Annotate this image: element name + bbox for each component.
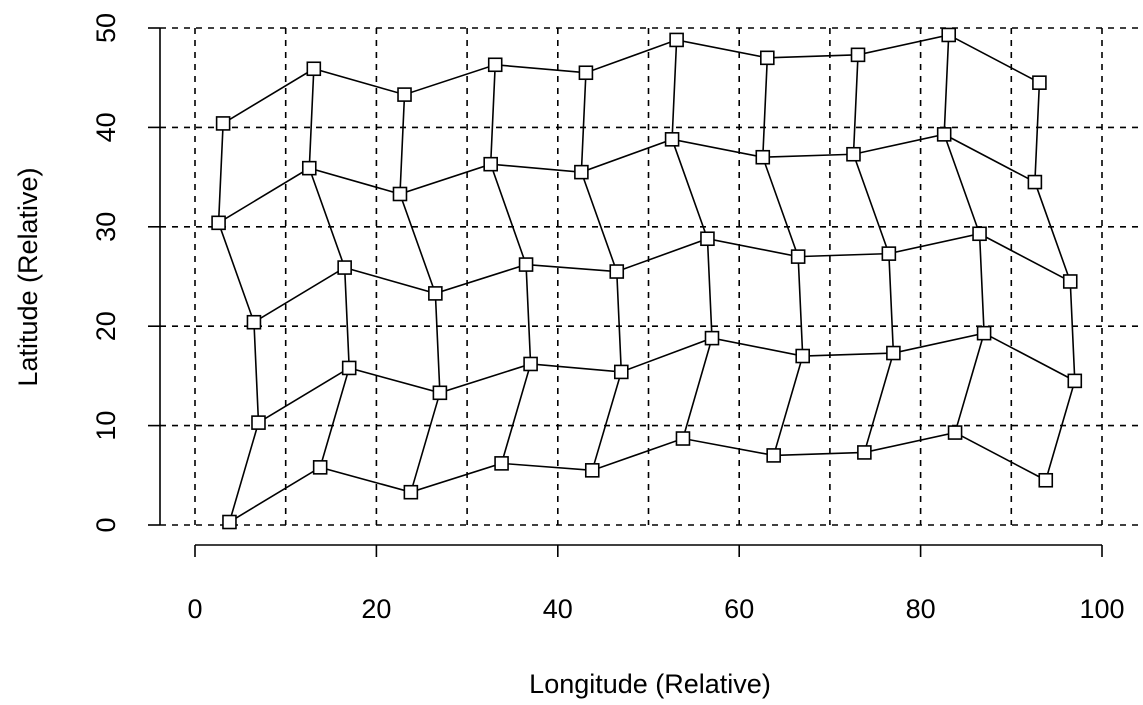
data-point-marker [584,463,600,478]
data-point-marker [246,314,262,330]
data-point-marker [403,484,419,500]
y-tick-label: 0 [91,517,121,532]
data-point-marker [487,57,503,73]
grid-lines [160,27,1143,526]
data-point-marker [700,231,715,247]
data-point-marker [766,448,781,463]
data-point-marker [1038,472,1054,488]
data-point-marker [215,116,231,131]
data-point-marker [341,360,357,376]
data-point-marker [669,32,684,48]
data-point-marker [397,87,412,102]
y-tick-label: 40 [91,112,121,142]
data-point-marker [613,364,629,380]
x-tick-label: 0 [187,594,202,624]
data-point-marker [704,330,720,346]
data-point-marker [306,61,322,77]
y-tick-label: 10 [91,411,121,441]
x-tick-label: 100 [1079,594,1124,624]
mesh-lines [217,34,1076,523]
data-point-marker [755,149,771,165]
x-axis-title: Longitude (Relative) [529,669,771,699]
data-point-marker [428,286,443,301]
x-tick-label: 40 [543,594,573,624]
mesh-row-line [222,34,1040,125]
axes: 0 20 40 60 80 100 0 10 20 30 40 50 [91,13,1125,624]
mesh-row-line [229,431,1047,523]
data-point-marker [936,127,952,142]
y-axis-title: Latitude (Relative) [13,167,43,386]
data-point-marker [947,425,963,440]
y-tick-label: 20 [91,311,121,341]
x-tick-label: 80 [906,594,936,624]
data-point-marker [392,186,408,202]
mesh-row-line [218,133,1036,224]
data-point-marker [1067,373,1083,389]
data-point-marker [523,356,538,372]
data-point-marker [251,415,266,430]
data-point-marker [846,146,861,162]
data-point-marker [1062,274,1078,289]
data-point-marker [790,249,806,264]
x-tick-label: 60 [724,594,754,624]
data-point-marker [675,431,691,446]
y-tick-label: 30 [91,212,121,242]
data-point-marker [857,445,872,460]
data-point-marker [483,156,498,172]
data-point-marker [972,226,987,242]
data-point-marker [886,345,901,361]
data-point-marker [211,215,226,231]
data-point-marker [795,348,810,364]
data-point-marker [760,50,775,66]
x-tick-label: 20 [361,594,391,624]
data-point-marker [432,385,448,401]
y-tick-label: 50 [91,13,121,43]
data-point-marker [1027,174,1043,190]
data-point-marker [337,260,352,275]
data-point-marker [222,514,237,530]
data-point-marker [664,132,680,147]
data-point-marker [494,456,509,471]
data-point-marker [578,65,594,81]
point-markers [211,27,1083,530]
data-point-marker [312,460,328,475]
data-point-marker [850,47,866,63]
data-point-marker [1032,75,1047,90]
data-point-marker [976,325,992,341]
data-point-marker [941,27,957,43]
mesh-row-line [258,332,1076,424]
data-point-marker [518,257,534,272]
data-point-marker [609,264,625,279]
data-point-marker [881,246,897,261]
data-point-marker [301,160,317,176]
data-point-marker [574,164,589,180]
mesh-row-line [253,232,1071,323]
